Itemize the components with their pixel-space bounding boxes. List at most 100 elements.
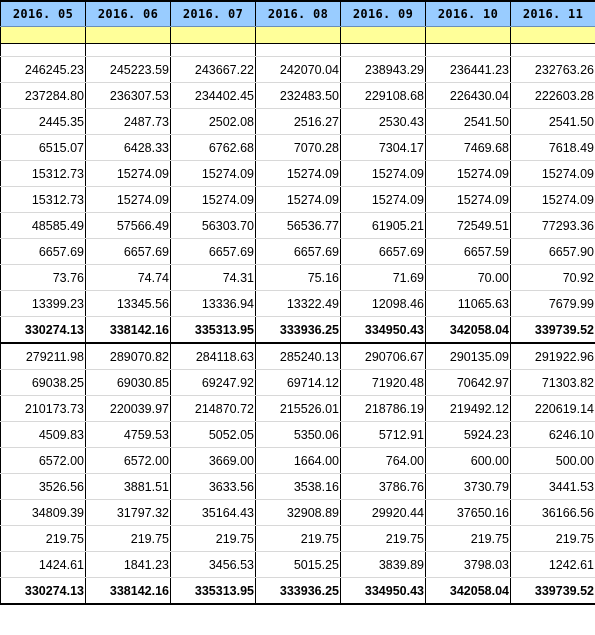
table-cell[interactable]: 70.92 — [510, 264, 595, 291]
table-cell[interactable]: 6246.10 — [510, 421, 595, 448]
table-cell[interactable]: 219.75 — [0, 525, 86, 552]
table-cell[interactable]: 1424.61 — [0, 551, 86, 578]
table-cell[interactable]: 13336.94 — [170, 290, 256, 317]
table-cell[interactable]: 48585.49 — [0, 212, 86, 239]
table-cell[interactable]: 32908.89 — [255, 499, 341, 526]
table-cell[interactable]: 236441.23 — [425, 56, 511, 83]
table-cell[interactable]: 70642.97 — [425, 369, 511, 396]
table-cell[interactable]: 15274.09 — [255, 186, 341, 213]
table-cell[interactable]: 289070.82 — [85, 343, 171, 370]
table-cell[interactable]: 6657.59 — [425, 238, 511, 265]
highlight-cell[interactable] — [255, 26, 341, 44]
table-cell[interactable]: 3798.03 — [425, 551, 511, 578]
column-header[interactable]: 2016. 10 — [425, 0, 511, 27]
table-cell[interactable]: 246245.23 — [0, 56, 86, 83]
table-cell[interactable]: 238943.29 — [340, 56, 426, 83]
highlight-cell[interactable] — [85, 26, 171, 44]
table-cell[interactable]: 15274.09 — [85, 160, 171, 187]
table-cell[interactable]: 31797.32 — [85, 499, 171, 526]
table-cell[interactable]: 219.75 — [340, 525, 426, 552]
table-cell[interactable]: 71.69 — [340, 264, 426, 291]
table-cell[interactable]: 6657.69 — [255, 238, 341, 265]
table-cell[interactable]: 15312.73 — [0, 160, 86, 187]
table-cell[interactable]: 219.75 — [85, 525, 171, 552]
table-cell[interactable]: 3441.53 — [510, 473, 595, 500]
table-cell[interactable]: 339739.52 — [510, 316, 595, 344]
table-cell[interactable]: 245223.59 — [85, 56, 171, 83]
table-cell[interactable]: 7469.68 — [425, 134, 511, 161]
table-cell[interactable]: 75.16 — [255, 264, 341, 291]
table-cell[interactable]: 6762.68 — [170, 134, 256, 161]
table-cell[interactable]: 71303.82 — [510, 369, 595, 396]
table-cell[interactable]: 15274.09 — [340, 160, 426, 187]
table-cell[interactable]: 210173.73 — [0, 395, 86, 422]
table-cell[interactable]: 2541.50 — [425, 108, 511, 135]
table-cell[interactable]: 34809.39 — [0, 499, 86, 526]
table-cell[interactable]: 7618.49 — [510, 134, 595, 161]
table-cell[interactable]: 334950.43 — [340, 577, 426, 605]
table-cell[interactable]: 61905.21 — [340, 212, 426, 239]
table-cell[interactable]: 285240.13 — [255, 343, 341, 370]
table-cell[interactable]: 1664.00 — [255, 447, 341, 474]
table-cell[interactable]: 29920.44 — [340, 499, 426, 526]
table-cell[interactable]: 2445.35 — [0, 108, 86, 135]
table-cell[interactable]: 334950.43 — [340, 316, 426, 344]
table-cell[interactable]: 3786.76 — [340, 473, 426, 500]
table-cell[interactable]: 3456.53 — [170, 551, 256, 578]
table-cell[interactable]: 35164.43 — [170, 499, 256, 526]
table-cell[interactable]: 15274.09 — [510, 160, 595, 187]
table-cell[interactable]: 290706.67 — [340, 343, 426, 370]
table-cell[interactable]: 7304.17 — [340, 134, 426, 161]
table-cell[interactable]: 220619.14 — [510, 395, 595, 422]
table-cell[interactable]: 6657.90 — [510, 238, 595, 265]
table-cell[interactable]: 335313.95 — [170, 316, 256, 344]
table-cell[interactable]: 6572.00 — [85, 447, 171, 474]
table-cell[interactable]: 56303.70 — [170, 212, 256, 239]
table-cell[interactable]: 229108.68 — [340, 82, 426, 109]
table-cell[interactable]: 37650.16 — [425, 499, 511, 526]
table-cell[interactable]: 6572.00 — [0, 447, 86, 474]
table-cell[interactable]: 330274.13 — [0, 577, 86, 605]
table-cell[interactable]: 243667.22 — [170, 56, 256, 83]
table-cell[interactable]: 69038.25 — [0, 369, 86, 396]
table-cell[interactable]: 3538.16 — [255, 473, 341, 500]
table-cell[interactable]: 764.00 — [340, 447, 426, 474]
table-cell[interactable]: 3730.79 — [425, 473, 511, 500]
table-cell[interactable]: 15274.09 — [425, 160, 511, 187]
table-cell[interactable]: 13399.23 — [0, 290, 86, 317]
table-cell[interactable]: 6657.69 — [340, 238, 426, 265]
table-cell[interactable]: 69247.92 — [170, 369, 256, 396]
table-cell[interactable]: 77293.36 — [510, 212, 595, 239]
table-cell[interactable]: 15274.09 — [170, 160, 256, 187]
table-cell[interactable]: 7070.28 — [255, 134, 341, 161]
table-cell[interactable]: 220039.97 — [85, 395, 171, 422]
table-cell[interactable]: 237284.80 — [0, 82, 86, 109]
table-cell[interactable]: 15274.09 — [170, 186, 256, 213]
table-cell[interactable]: 338142.16 — [85, 577, 171, 605]
table-cell[interactable]: 1242.61 — [510, 551, 595, 578]
table-cell[interactable]: 6657.69 — [170, 238, 256, 265]
highlight-cell[interactable] — [0, 26, 86, 44]
table-cell[interactable]: 7679.99 — [510, 290, 595, 317]
table-cell[interactable]: 279211.98 — [0, 343, 86, 370]
table-cell[interactable]: 600.00 — [425, 447, 511, 474]
column-header[interactable]: 2016. 05 — [0, 0, 86, 27]
table-cell[interactable]: 6515.07 — [0, 134, 86, 161]
table-cell[interactable]: 342058.04 — [425, 316, 511, 344]
column-header[interactable]: 2016. 11 — [510, 0, 595, 27]
table-cell[interactable]: 2541.50 — [510, 108, 595, 135]
table-cell[interactable]: 342058.04 — [425, 577, 511, 605]
table-cell[interactable]: 5712.91 — [340, 421, 426, 448]
highlight-cell[interactable] — [425, 26, 511, 44]
table-cell[interactable]: 284118.63 — [170, 343, 256, 370]
table-cell[interactable]: 15312.73 — [0, 186, 86, 213]
table-cell[interactable]: 12098.46 — [340, 290, 426, 317]
table-cell[interactable]: 74.31 — [170, 264, 256, 291]
table-cell[interactable]: 333936.25 — [255, 316, 341, 344]
table-cell[interactable]: 4509.83 — [0, 421, 86, 448]
table-cell[interactable]: 339739.52 — [510, 577, 595, 605]
table-cell[interactable]: 219.75 — [510, 525, 595, 552]
table-cell[interactable]: 236307.53 — [85, 82, 171, 109]
table-cell[interactable]: 57566.49 — [85, 212, 171, 239]
table-cell[interactable]: 5924.23 — [425, 421, 511, 448]
